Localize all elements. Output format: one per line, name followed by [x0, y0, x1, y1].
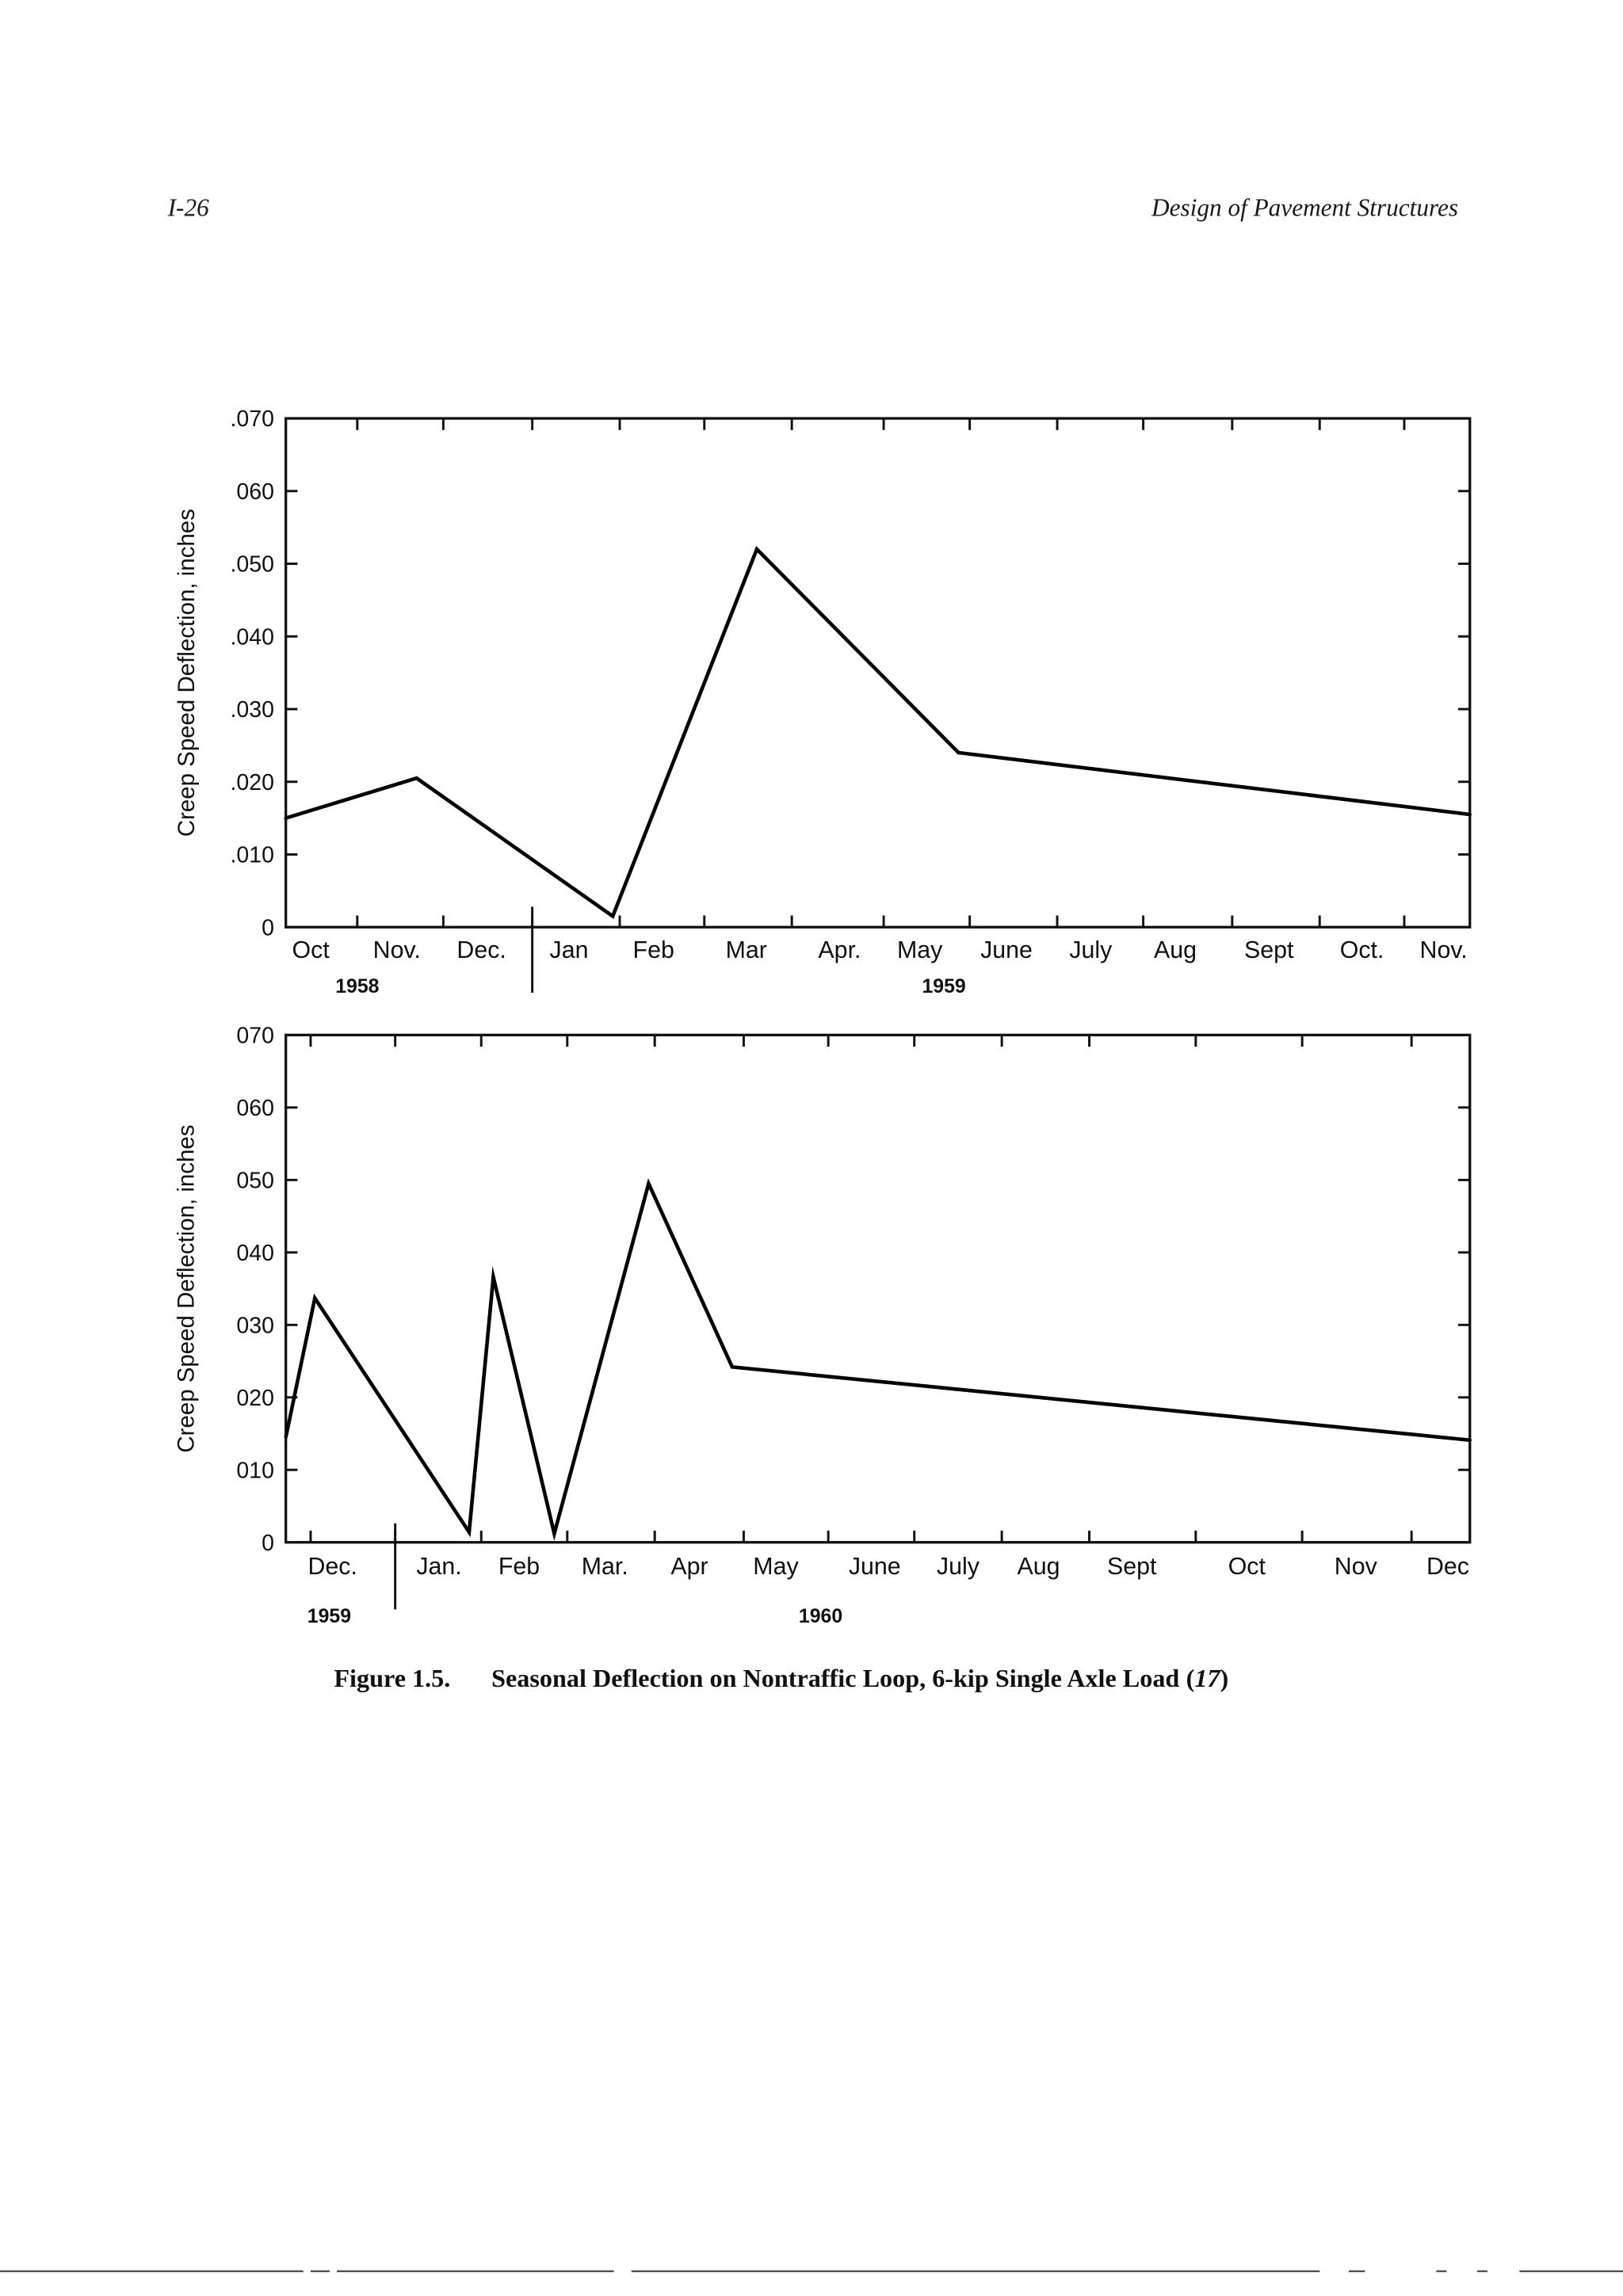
- y-tick-label: 060: [236, 479, 274, 505]
- y-tick-label: 070: [236, 1024, 274, 1049]
- chart-lower-1959-1960: 0 010 020 030 040 050 060 070 Dec. Jan. Feb Mar. Apr…: [174, 1024, 1472, 1627]
- x-tick-label: Sept: [1107, 1554, 1157, 1580]
- x-tick-label: Oct.: [1340, 937, 1384, 963]
- y-tick-label: 020: [236, 1386, 274, 1411]
- x-tick-label: May: [897, 937, 943, 963]
- y-tick-label: .040: [230, 624, 274, 650]
- x-tick-label: Nov: [1335, 1554, 1378, 1580]
- plot-frame: [285, 417, 1472, 929]
- x-tick-label: June: [849, 1554, 901, 1580]
- x-tick-label: Feb: [498, 1554, 540, 1580]
- series-line: [284, 1178, 1470, 1542]
- y-tick-label: 0: [262, 1531, 274, 1556]
- x-tick-label: May: [753, 1554, 799, 1580]
- y-tick-label: .050: [230, 552, 274, 578]
- caption-text: Seasonal Deflection on Nontraffic Loop, …: [491, 1664, 1228, 1692]
- data-point: [647, 1181, 651, 1186]
- year-label: 1959: [922, 976, 965, 997]
- x-tick-label: Mar.: [582, 1554, 628, 1580]
- data-point: [1468, 1438, 1472, 1442]
- data-point: [284, 816, 288, 820]
- data-point: [730, 1365, 735, 1369]
- year-label: 1960: [799, 1606, 842, 1627]
- x-tick-label: Nov.: [1420, 937, 1468, 963]
- caption-paren-open: (: [1186, 1664, 1195, 1692]
- y-tick-label: 0: [262, 915, 274, 940]
- x-tick-label: Dec.: [456, 937, 506, 963]
- y-tick-label: 060: [236, 1096, 274, 1121]
- x-tick-label: Apr.: [818, 937, 861, 963]
- figure-caption: Figure 1.5. Seasonal Deflection on Nontr…: [334, 1664, 1228, 1692]
- data-point: [414, 776, 418, 780]
- x-tick-label: Dec: [1426, 1554, 1469, 1580]
- x-tick-label: Oct: [1228, 1554, 1266, 1580]
- x-tick-label: Sept: [1244, 937, 1294, 963]
- data-point: [552, 1531, 556, 1535]
- y-tick-label: 050: [236, 1168, 274, 1193]
- x-tick-label: Oct: [292, 937, 330, 963]
- y-tick-label: 030: [236, 1313, 274, 1338]
- caption-label: Figure 1.5.: [334, 1664, 450, 1692]
- caption-paren-close: ): [1220, 1664, 1229, 1692]
- data-point: [1468, 812, 1472, 817]
- y-tick-label: .030: [230, 697, 274, 723]
- chart-upper-1958-1959: 0 .010 .020 .030 .040 .050 060 .070 Oct Nov. Dec. J…: [174, 406, 1472, 997]
- x-tick-label: Aug: [1154, 937, 1197, 963]
- x-tick-label: Jan.: [416, 1554, 461, 1580]
- x-tick-label: Feb: [633, 937, 674, 963]
- running-title: Design of Pavement Structures: [1151, 193, 1458, 221]
- data-point: [491, 1275, 495, 1280]
- caption-title: Seasonal Deflection on Nontraffic Loop, …: [491, 1664, 1179, 1692]
- year-label: 1959: [307, 1606, 351, 1627]
- y-tick-label: 040: [236, 1241, 274, 1266]
- x-tick-label: Dec.: [307, 1554, 357, 1580]
- year-label: 1958: [335, 976, 379, 997]
- y-tick-label: .020: [230, 770, 274, 795]
- x-tick-label: Jan: [550, 937, 589, 963]
- y-tick-label: .010: [230, 843, 274, 868]
- data-point: [957, 750, 960, 755]
- y-axis-title: Creep Speed Deflection, inches: [174, 509, 200, 837]
- data-point: [467, 1530, 472, 1535]
- data-point: [284, 1435, 288, 1440]
- x-tick-label: Apr: [670, 1554, 708, 1580]
- x-tick-label: Mar: [726, 937, 767, 963]
- data-point: [313, 1296, 317, 1300]
- data-point: [754, 547, 759, 551]
- x-tick-label: Nov.: [373, 937, 421, 963]
- y-tick-label: .070: [230, 406, 274, 432]
- x-tick-label: July: [937, 1554, 980, 1580]
- x-tick-label: July: [1069, 937, 1113, 963]
- data-point: [611, 914, 615, 918]
- y-axis-title: Creep Speed Deflection, inches: [174, 1125, 200, 1453]
- x-tick-label: Aug: [1017, 1554, 1060, 1580]
- series-line: [285, 546, 1471, 920]
- x-tick-label: June: [980, 937, 1033, 963]
- page-number: I-26: [167, 193, 209, 221]
- y-tick-label: 010: [236, 1458, 274, 1483]
- plot-frame: [285, 1033, 1472, 1544]
- caption-reference: 17: [1194, 1664, 1221, 1692]
